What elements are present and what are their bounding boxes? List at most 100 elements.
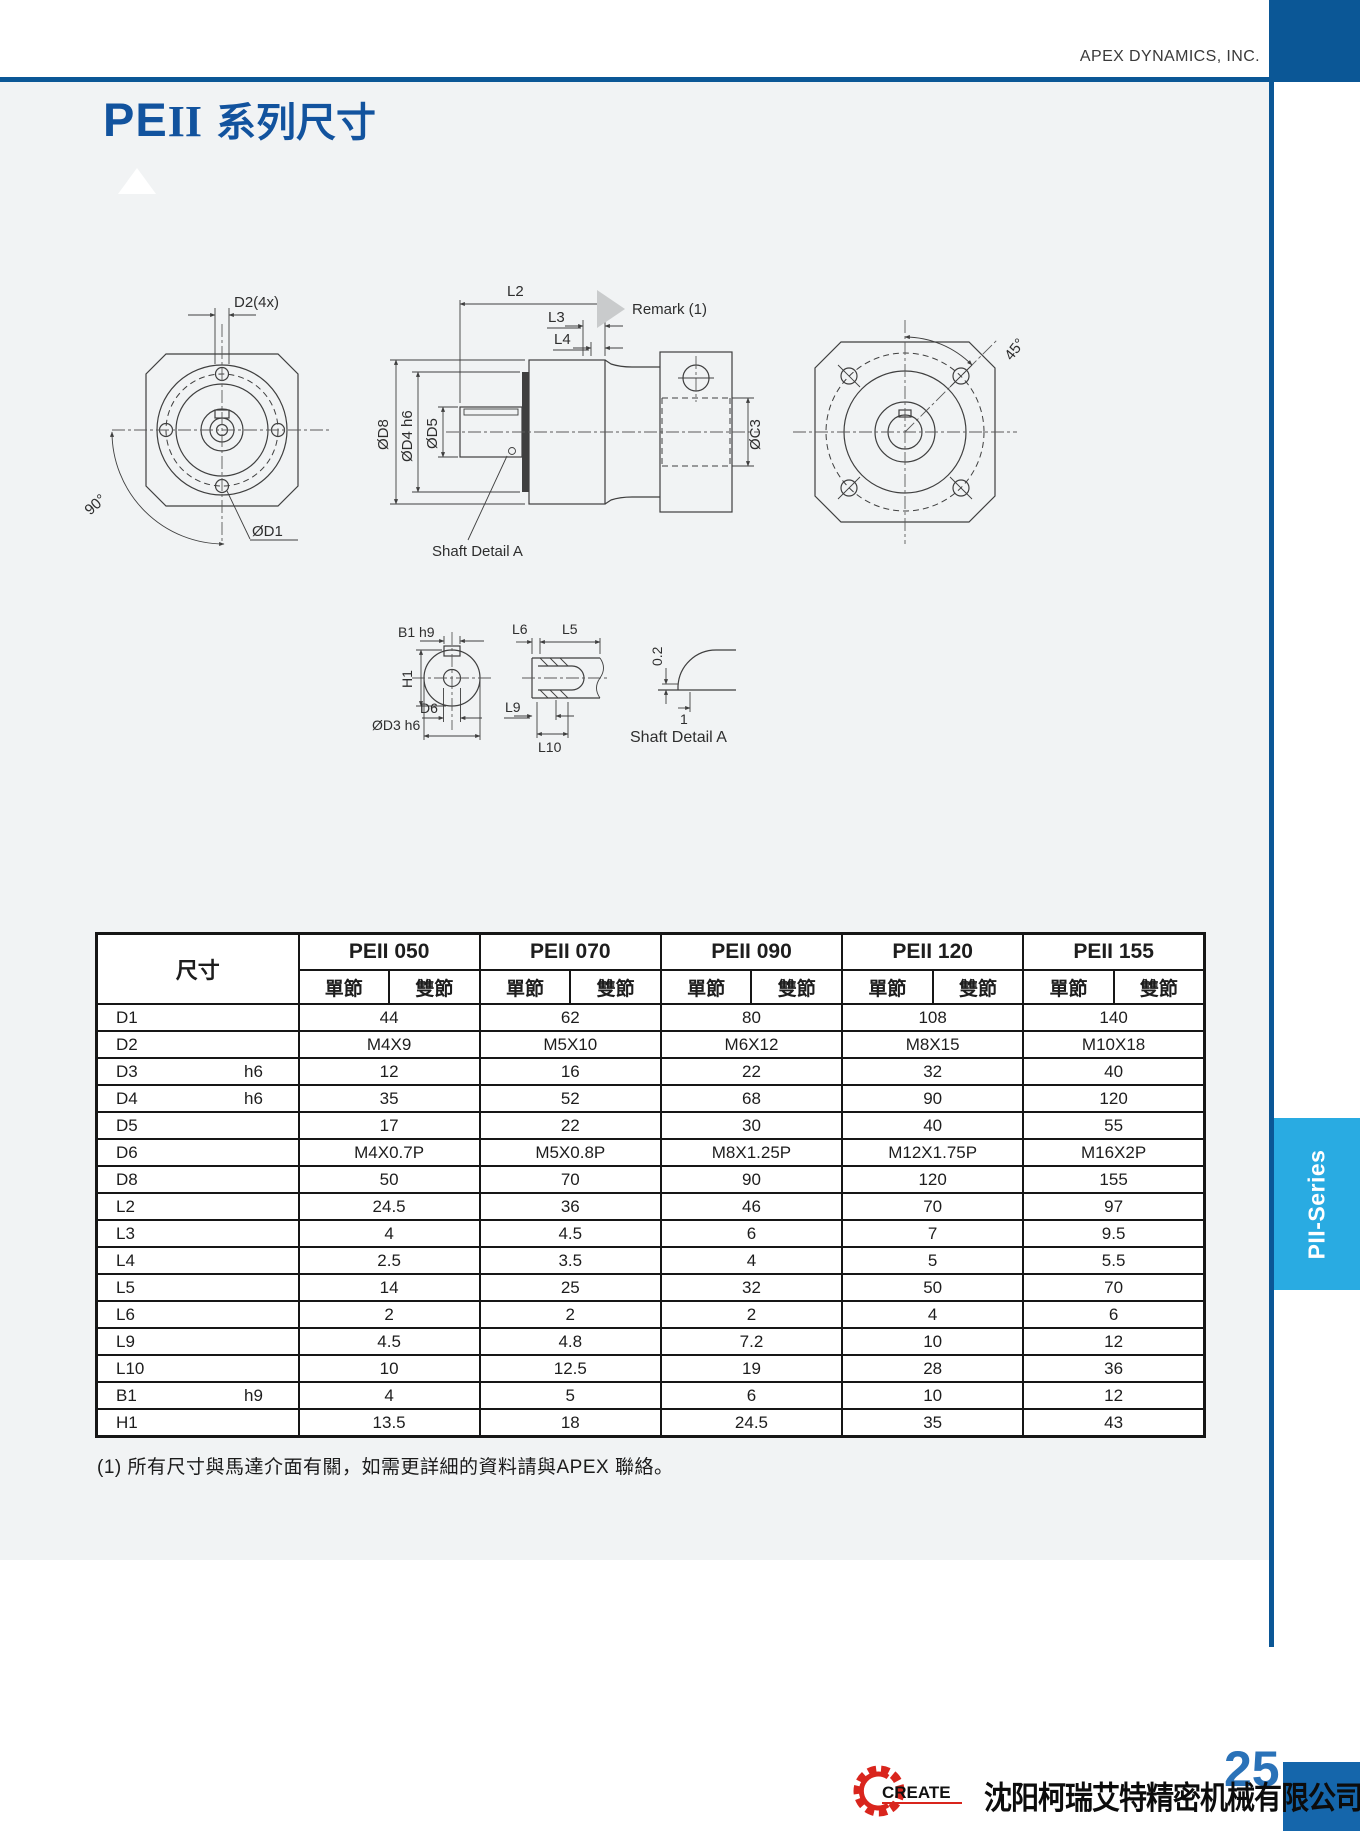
stage-header-1-1: 雙節 xyxy=(569,969,662,1005)
dim-label-l2: L2 xyxy=(507,283,524,300)
table-row-d6: D6 M4X0.7P M5X0.8P M8X1.25P M12X1.75P M16X2P xyxy=(95,1138,1206,1167)
table-header-stages: 單節 雙節 單節 雙節 單節 雙節 單節 雙節 單節 雙節 xyxy=(97,969,1206,1005)
dim-label-c3: ØC3 xyxy=(747,419,764,450)
value-d8-1: 70 xyxy=(478,1165,662,1194)
dim-label-d6: D6 xyxy=(420,700,438,716)
model-header-4: PEII 155 xyxy=(1022,932,1206,971)
dim-tolerance: h9 xyxy=(244,1385,263,1405)
series-side-tab[interactable]: PII-Series xyxy=(1274,1118,1360,1290)
value-b1-3: 10 xyxy=(841,1381,1025,1410)
value-h1-1: 18 xyxy=(478,1408,662,1438)
value-d3-0: 12 xyxy=(297,1057,481,1086)
value-d3-2: 22 xyxy=(659,1057,844,1086)
value-l6-2: 2 xyxy=(659,1300,844,1329)
front-view: D2(4x) 90° ØD1 xyxy=(81,294,332,547)
value-d2-0: M4X9 xyxy=(297,1030,481,1059)
value-d6-3: M12X1.75P xyxy=(841,1138,1025,1167)
row-label-d8: D8 xyxy=(95,1165,300,1194)
model-header-3: PEII 120 xyxy=(841,932,1025,971)
value-d6-4: M16X2P xyxy=(1022,1138,1206,1167)
row-label-l6: L6 xyxy=(95,1300,300,1329)
value-d8-4: 155 xyxy=(1022,1165,1206,1194)
table-row-d2: D2 M4X9 M5X10 M6X12 M8X15 M10X18 xyxy=(95,1030,1206,1059)
value-l9-4: 12 xyxy=(1022,1327,1206,1356)
dim-label-d2: D2(4x) xyxy=(234,294,279,311)
value-d2-4: M10X18 xyxy=(1022,1030,1206,1059)
header-rule xyxy=(0,77,1269,82)
row-label-d4: D4 h6 xyxy=(95,1084,300,1113)
value-l6-1: 2 xyxy=(478,1300,662,1329)
footer-accent-box xyxy=(1283,1762,1360,1831)
table-row-d4: D4 h6 35 52 68 90 120 xyxy=(95,1084,1206,1113)
dim-label-l9: L9 xyxy=(505,699,521,715)
value-l10-1: 12.5 xyxy=(478,1354,662,1383)
table-corner-label: 尺寸 xyxy=(95,932,300,1005)
table-row-d3: D3 h6 12 16 22 32 40 xyxy=(95,1057,1206,1086)
value-d8-3: 120 xyxy=(841,1165,1025,1194)
value-d4-3: 90 xyxy=(841,1084,1025,1113)
company-name-header: APEX DYNAMICS, INC. xyxy=(1079,48,1260,65)
dim-symbol: B1 xyxy=(116,1385,137,1405)
row-label-l2: L2 xyxy=(95,1192,300,1221)
dim-label-d4: ØD4 h6 xyxy=(399,410,416,462)
value-l2-4: 97 xyxy=(1022,1192,1206,1221)
row-label-d5: D5 xyxy=(95,1111,300,1140)
row-label-d3: D3 h6 xyxy=(95,1057,300,1086)
dim-symbol: L3 xyxy=(116,1223,135,1243)
row-label-d6: D6 xyxy=(95,1138,300,1167)
chamfer-detail: 0.2 1 Shaft Detail A xyxy=(630,646,736,746)
value-d4-2: 68 xyxy=(659,1084,844,1113)
value-d2-1: M5X10 xyxy=(478,1030,662,1059)
table-row-d8: D8 50 70 90 120 155 xyxy=(95,1165,1206,1194)
value-l5-0: 14 xyxy=(297,1273,481,1302)
value-b1-1: 5 xyxy=(478,1381,662,1410)
row-label-l3: L3 xyxy=(95,1219,300,1248)
stage-header-4-1: 雙節 xyxy=(1112,969,1206,1005)
table-row-h1: H1 13.5 18 24.5 35 43 xyxy=(95,1408,1206,1438)
stage-header-2-1: 雙節 xyxy=(750,969,844,1005)
title-series-ii: II xyxy=(167,97,202,146)
side-view: L2 L3 L4 ØD8 ØD4 h6 ØD5 ØC3 Rema xyxy=(375,283,764,560)
stage-header-0-1: 雙節 xyxy=(388,969,481,1005)
model-header-0: PEII 050 xyxy=(297,932,481,971)
table-row-l6: L6 2 2 2 4 6 xyxy=(95,1300,1206,1329)
footnote: (1) 所有尺寸與馬達介面有關，如需更詳細的資料請與APEX 聯絡。 xyxy=(97,1457,674,1478)
value-l2-3: 70 xyxy=(841,1192,1025,1221)
dim-symbol: D3 xyxy=(116,1061,138,1081)
value-d5-3: 40 xyxy=(841,1111,1025,1140)
footer-company-name: 沈阳柯瑞艾特精密机械有限公司 xyxy=(984,1780,1360,1816)
dim-label-l3: L3 xyxy=(548,309,565,326)
dimension-table: 尺寸 PEII 050 PEII 070 PEII 090 PEII 120 PEII 1… xyxy=(95,932,1206,1438)
create-logo: CREATE xyxy=(852,1763,980,1826)
table-row-l10: L10 10 12.5 19 28 36 xyxy=(95,1354,1206,1383)
row-label-b1: B1 h9 xyxy=(95,1381,300,1410)
remark-label: Remark (1) xyxy=(632,301,707,318)
value-l9-0: 4.5 xyxy=(297,1327,481,1356)
shaft-detail-callout: Shaft Detail A xyxy=(432,543,523,560)
table-row-l3: L3 4 4.5 6 7 9.5 xyxy=(95,1219,1206,1248)
row-label-l10: L10 xyxy=(95,1354,300,1383)
value-d3-3: 32 xyxy=(841,1057,1025,1086)
value-d1-2: 80 xyxy=(659,1003,844,1032)
dim-label-l4: L4 xyxy=(554,331,571,348)
dim-label-chamfer-02: 0.2 xyxy=(649,646,665,666)
value-d8-2: 90 xyxy=(659,1165,844,1194)
value-d1-4: 140 xyxy=(1022,1003,1206,1032)
value-l3-0: 4 xyxy=(297,1219,481,1248)
value-l9-2: 7.2 xyxy=(659,1327,844,1356)
stage-header-1-0: 單節 xyxy=(478,969,572,1005)
value-d6-2: M8X1.25P xyxy=(659,1138,844,1167)
row-label-d2: D2 xyxy=(95,1030,300,1059)
table-row-l2: L2 24.5 36 46 70 97 xyxy=(95,1192,1206,1221)
value-l2-1: 36 xyxy=(478,1192,662,1221)
value-l9-1: 4.8 xyxy=(478,1327,662,1356)
value-l5-1: 25 xyxy=(478,1273,662,1302)
value-h1-4: 43 xyxy=(1022,1408,1206,1438)
value-l10-2: 19 xyxy=(659,1354,844,1383)
value-d4-1: 52 xyxy=(478,1084,662,1113)
dim-label-chamfer-1: 1 xyxy=(680,711,688,727)
table-row-b1: B1 h9 4 5 6 10 12 xyxy=(95,1381,1206,1410)
value-l10-3: 28 xyxy=(841,1354,1025,1383)
value-d1-1: 62 xyxy=(478,1003,662,1032)
dim-symbol: D2 xyxy=(116,1034,138,1054)
